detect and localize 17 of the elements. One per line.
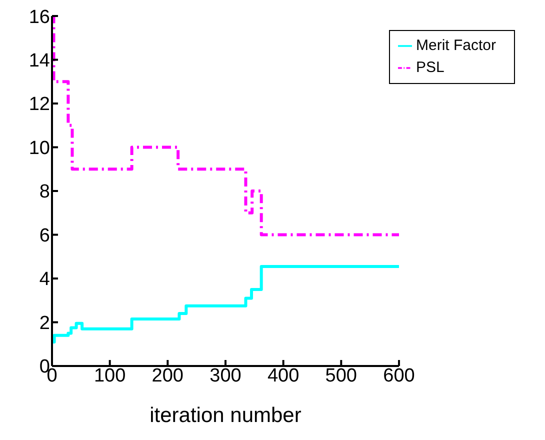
- y-tick-label: 2: [39, 312, 50, 334]
- x-tick-label: 600: [383, 365, 415, 386]
- x-tick-label: 500: [325, 365, 358, 386]
- y-tick-label: 14: [28, 50, 50, 72]
- x-tick-label: 100: [94, 365, 126, 386]
- legend-label: Merit Factor: [416, 37, 496, 54]
- y-tick-label: 6: [39, 225, 50, 246]
- y-tick-label: 4: [39, 269, 50, 290]
- x-tick-label: 200: [152, 365, 184, 386]
- y-tick-label: 8: [39, 182, 50, 203]
- y-tick-label: 10: [28, 138, 50, 159]
- x-tick-label: 300: [210, 365, 242, 386]
- x-axis-title: iteration number: [150, 404, 302, 427]
- x-tick-label: 400: [267, 365, 300, 386]
- legend-label: PSL: [416, 59, 444, 76]
- y-tick-label: 12: [28, 94, 50, 116]
- y-tick-label: 16: [28, 6, 50, 28]
